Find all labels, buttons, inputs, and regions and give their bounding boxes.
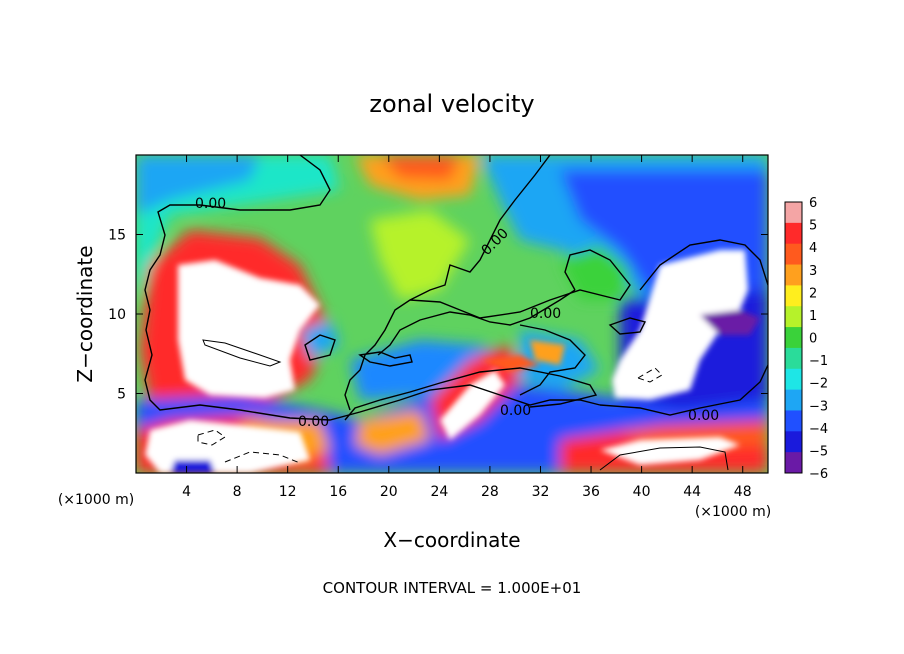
zero-contour-mid bbox=[409, 249, 631, 319]
zero-contour-central bbox=[344, 155, 551, 411]
colorbar-swatch bbox=[785, 452, 802, 474]
contour-label: 0.00 bbox=[530, 306, 561, 322]
colorbar-tick-label: 4 bbox=[809, 241, 817, 256]
x-tick-label: 8 bbox=[233, 484, 242, 500]
colorbar-swatch bbox=[785, 410, 802, 432]
x-tick-label: 20 bbox=[380, 484, 398, 500]
x-axis-label: X−coordinate bbox=[383, 528, 520, 552]
colorbar-swatch bbox=[785, 368, 802, 391]
y-axis: 5 10 15 bbox=[108, 228, 768, 403]
y-tick-label: 10 bbox=[108, 307, 126, 323]
colorbar-swatch bbox=[785, 327, 802, 349]
x-tick-label: 48 bbox=[734, 484, 752, 500]
colorbar-tick-label: 5 bbox=[809, 219, 817, 234]
colorbar-tick-label: −5 bbox=[809, 444, 828, 459]
negative-contour-2 bbox=[224, 451, 301, 464]
colorbar-swatch bbox=[785, 264, 802, 286]
colorbar-swatch bbox=[785, 431, 802, 453]
colorbar-swatch bbox=[785, 347, 802, 370]
negative-contour-1 bbox=[197, 429, 226, 446]
colorbar-tick-label: −3 bbox=[809, 399, 828, 414]
x-unit-left: (×1000 m) bbox=[58, 492, 134, 508]
colorbar-tick-label: 1 bbox=[809, 309, 817, 324]
zero-contour-small-loop-right bbox=[608, 317, 647, 335]
contour-label: 0.00 bbox=[688, 408, 719, 424]
zero-contour-upper-right bbox=[639, 239, 768, 291]
contour-label: 0.00 bbox=[298, 414, 329, 430]
x-tick-label: 24 bbox=[430, 484, 448, 500]
x-tick-label: 12 bbox=[279, 484, 297, 500]
contour-lines bbox=[144, 155, 768, 471]
colorbar: 6 5 4 3 2 1 0 −1 −2 −3 −4 −5 −6 bbox=[784, 196, 828, 482]
chart-title: zonal velocity bbox=[369, 90, 534, 118]
zero-contour-lower bbox=[344, 367, 598, 421]
colorbar-tick-label: −4 bbox=[809, 422, 828, 437]
colorbar-swatch bbox=[785, 222, 802, 245]
zero-contour-mid-inner bbox=[377, 289, 576, 356]
x-tick-label: 4 bbox=[182, 484, 191, 500]
zero-contour-small-loop bbox=[304, 334, 336, 361]
negative-contour-lines bbox=[197, 367, 663, 464]
contour-interval-note: CONTOUR INTERVAL = 1.000E+01 bbox=[323, 579, 582, 597]
y-tick-label: 15 bbox=[108, 228, 126, 244]
colorbar-swatch bbox=[785, 202, 802, 224]
zero-contour-main bbox=[144, 155, 601, 421]
colorbar-tick-label: −2 bbox=[809, 377, 828, 392]
y-tick-label: 5 bbox=[117, 387, 126, 403]
colorbar-swatch bbox=[785, 306, 802, 328]
zero-contour-small-loop-center bbox=[358, 351, 413, 367]
zero-contour-mid-loop bbox=[519, 324, 586, 396]
y-axis-label: Z−coordinate bbox=[73, 245, 97, 382]
field-detail-layer bbox=[145, 250, 760, 473]
x-tick-label: 36 bbox=[582, 484, 600, 500]
colorbar-swatch bbox=[785, 285, 802, 307]
colorbar-tick-label: −1 bbox=[809, 354, 828, 369]
x-tick-label: 32 bbox=[532, 484, 550, 500]
x-axis: 4 8 12 16 20 24 28 32 36 40 44 48 bbox=[182, 155, 752, 500]
colorbar-frame bbox=[784, 201, 803, 474]
colorbar-swatch bbox=[785, 243, 802, 266]
inner-contour-left bbox=[202, 339, 282, 367]
negative-contour-3 bbox=[636, 367, 663, 383]
inner-contour-bottom-right bbox=[599, 446, 729, 471]
colorbar-tick-label: 0 bbox=[809, 332, 817, 347]
colorbar-tick-label: 3 bbox=[809, 264, 817, 279]
x-tick-label: 16 bbox=[329, 484, 347, 500]
colorbar-tick-label: −6 bbox=[809, 467, 828, 482]
heatmap-field bbox=[136, 155, 768, 473]
zero-contour-right-lower bbox=[599, 364, 768, 416]
colorbar-tick-label: 6 bbox=[809, 196, 817, 211]
colorbar-tick-label: 2 bbox=[809, 286, 817, 301]
contour-label-group: 0.00 0.00 0.00 0.00 0.00 0.00 bbox=[195, 196, 719, 430]
contour-label: 0.00 bbox=[195, 196, 226, 212]
colorbar-swatch bbox=[785, 389, 802, 411]
contour-label: 0.00 bbox=[500, 403, 531, 419]
x-unit-right: (×1000 m) bbox=[695, 504, 771, 520]
x-tick-label: 40 bbox=[633, 484, 651, 500]
x-tick-label: 28 bbox=[481, 484, 499, 500]
x-tick-label: 44 bbox=[683, 484, 701, 500]
